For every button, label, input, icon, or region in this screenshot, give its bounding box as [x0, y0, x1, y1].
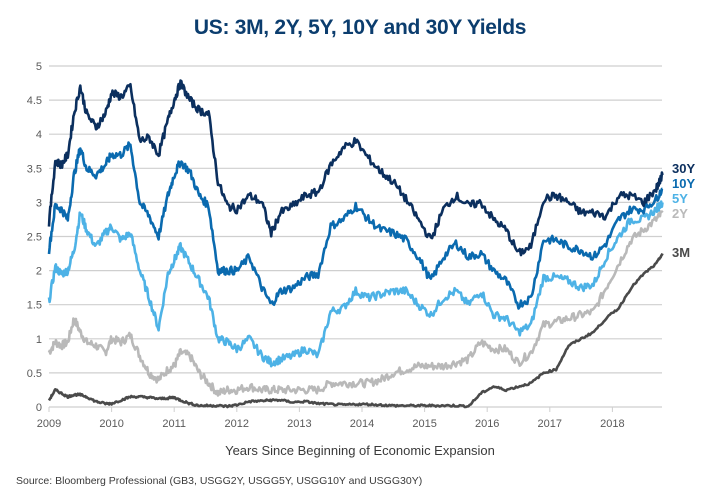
legend-label-30y: 30Y — [672, 161, 695, 176]
series-line-5y — [47, 200, 664, 368]
series-line-10y — [47, 141, 664, 310]
x-tick-label: 2017 — [538, 418, 562, 430]
x-tick-label: 2014 — [350, 418, 374, 430]
y-tick-label: 4 — [36, 129, 42, 141]
series-lines — [47, 79, 664, 409]
y-tick-label: 2.5 — [27, 232, 42, 244]
x-tick-label: 2010 — [99, 418, 123, 430]
legend-label-5y: 5Y — [672, 191, 688, 206]
y-tick-label: 4.5 — [27, 95, 42, 107]
gridlines — [49, 65, 662, 408]
x-axis-label: Years Since Beginning of Economic Expans… — [225, 443, 495, 458]
x-tick-label: 2018 — [600, 418, 624, 430]
y-tick-label: 1 — [36, 334, 42, 346]
y-tick-label: 3.5 — [27, 163, 42, 175]
x-axis-ticks: 2009 2010 2011 2012 2013 2014 2015 2016 2017 2018 — [37, 407, 625, 430]
legend-label-3m: 3M — [672, 245, 690, 260]
y-axis-ticks: 0 0.5 1 1.5 2 2.5 3 3.5 4 4.5 5 — [27, 61, 42, 414]
y-tick-label: 1.5 — [27, 300, 42, 312]
x-tick-label: 2015 — [412, 418, 436, 430]
x-tick-label: 2011 — [162, 418, 186, 430]
chart-title: US: 3M, 2Y, 5Y, 10Y and 30Y Yields — [193, 16, 527, 39]
x-tick-label: 2016 — [475, 418, 499, 430]
x-tick-label: 2009 — [37, 418, 61, 430]
y-tick-label: 2 — [36, 266, 42, 278]
y-tick-label: 3 — [36, 197, 42, 209]
x-tick-label: 2013 — [287, 418, 311, 430]
source-note: Source: Bloomberg Professional (GB3, USG… — [16, 475, 423, 487]
series-line-3m — [47, 252, 664, 409]
x-tick-label: 2012 — [225, 418, 249, 430]
legend-label-10y: 10Y — [672, 176, 695, 191]
y-tick-label: 0.5 — [27, 368, 42, 380]
y-tick-label: 0 — [36, 402, 42, 414]
legend-label-2y: 2Y — [672, 206, 688, 221]
series-line-2y — [47, 210, 664, 397]
y-tick-label: 5 — [36, 61, 42, 73]
series-line-30y — [47, 79, 664, 257]
